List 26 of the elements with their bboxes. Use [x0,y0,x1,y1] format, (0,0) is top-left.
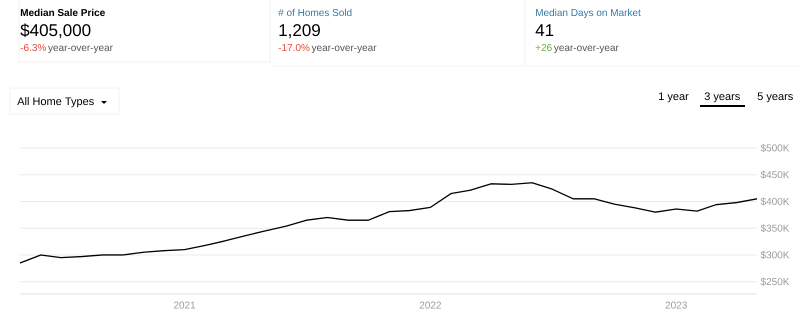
y-tick-label: $450K [760,170,790,179]
text: 41 [536,24,554,36]
text: -17.0% [278,44,310,52]
text: Median Days on Market [536,8,641,18]
chart-title: Median Sale Price [20,8,105,16]
line-series [19,182,758,264]
text: 1,209 [280,24,320,38]
text: +26 [536,44,552,52]
y-tick-label: $300K [760,250,790,260]
text: year-over-year [48,46,113,54]
text: # of Homes Sold [278,8,352,16]
x-tick-label: 2021 [174,302,196,309]
chart-subtitle: $405,000 [20,23,90,38]
text: year-over-year [554,46,619,54]
text: year-over-year [312,46,376,54]
text: All Home Types [17,97,94,108]
text: 5 years [758,92,793,102]
y-tick-label: $500K [760,144,790,152]
text: -6.3% [20,44,46,52]
y-tick-label: $250K [760,278,790,286]
x-tick-label: 2023 [666,302,687,309]
y-tick-label: $400K [760,197,790,206]
text: 1 year [659,92,689,102]
x-tick-label: 2022 [420,302,441,309]
y-tick-label: $350K [760,224,790,232]
text: 3 years [704,92,740,102]
